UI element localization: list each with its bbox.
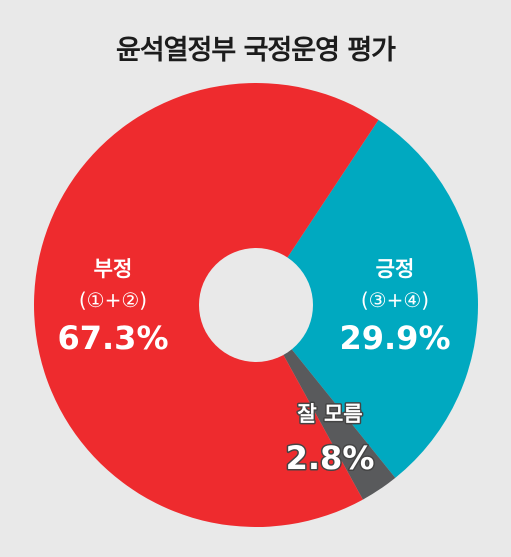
slice-positive xyxy=(256,119,479,478)
label-negative: 부정 (①+②) 67.3% xyxy=(57,257,168,357)
slice-sub-negative: (①+②) xyxy=(79,288,147,312)
donut-hole xyxy=(199,248,313,362)
chart-title: 윤석열정부 국정운영 평가 xyxy=(115,35,396,66)
slice-label-negative: 부정 xyxy=(94,257,133,281)
slice-value-negative: 67.3% xyxy=(57,319,168,357)
slice-value-positive: 29.9% xyxy=(339,319,450,357)
slice-sub-positive: (③+④) xyxy=(361,288,429,312)
slice-label-unknown: 잘 모름 xyxy=(297,402,362,426)
slice-label-positive: 긍정 xyxy=(376,257,415,281)
label-positive: 긍정 (③+④) 29.9% xyxy=(339,257,450,357)
slice-unknown xyxy=(256,305,396,500)
label-unknown: 잘 모름 2.8% xyxy=(284,401,376,479)
slice-value-unknown: 2.8% xyxy=(286,439,375,477)
